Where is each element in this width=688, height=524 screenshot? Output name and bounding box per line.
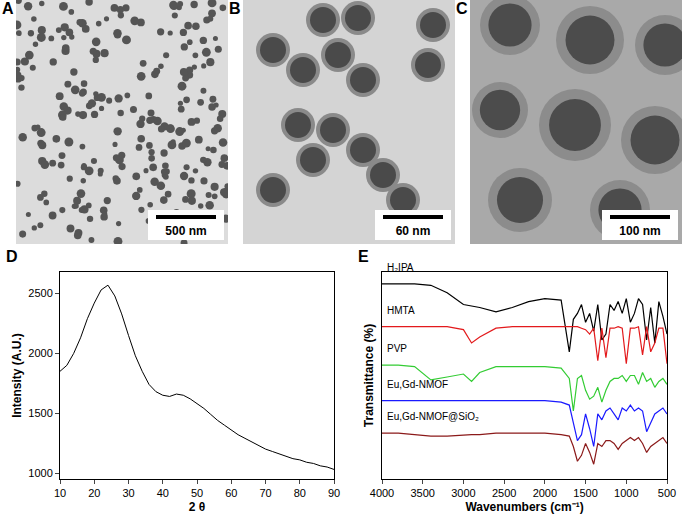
svg-text:60 nm: 60 nm [396, 224, 431, 238]
svg-text:3000: 3000 [451, 487, 475, 499]
svg-text:1000: 1000 [614, 487, 638, 499]
svg-text:Eu,Gd-NMOF: Eu,Gd-NMOF [387, 379, 448, 390]
html-text:B: B [229, 0, 241, 17]
html-text:A: A [2, 0, 14, 17]
svg-text:3500: 3500 [410, 487, 434, 499]
svg-text:2500: 2500 [492, 487, 516, 499]
svg-text:100 nm: 100 nm [619, 224, 660, 238]
svg-text:2 θ: 2 θ [189, 500, 206, 514]
svg-text:Eu,Gd-NMOF@SiO₂: Eu,Gd-NMOF@SiO₂ [387, 411, 479, 422]
html-text:C: C [456, 0, 468, 17]
svg-text:30: 30 [122, 487, 134, 499]
svg-text:1500: 1500 [573, 487, 597, 499]
svg-text:Transmittance (%): Transmittance (%) [362, 324, 376, 427]
svg-text:H₂IPA: H₂IPA [387, 262, 414, 273]
svg-text:Wavenumbers (cm⁻¹): Wavenumbers (cm⁻¹) [465, 500, 583, 514]
svg-text:10: 10 [54, 487, 66, 499]
svg-text:80: 80 [294, 487, 306, 499]
svg-text:500 nm: 500 nm [165, 224, 206, 238]
svg-text:2000: 2000 [533, 487, 557, 499]
svg-text:60: 60 [225, 487, 237, 499]
svg-text:2500: 2500 [28, 287, 52, 299]
svg-text:20: 20 [88, 487, 100, 499]
svg-text:1000: 1000 [28, 467, 52, 479]
svg-text:PVP: PVP [387, 343, 407, 354]
svg-text:50: 50 [191, 487, 203, 499]
svg-text:90: 90 [328, 487, 340, 499]
svg-text:40: 40 [157, 487, 169, 499]
svg-text:4000: 4000 [370, 487, 394, 499]
html-text:E: E [358, 248, 369, 265]
svg-text:Intensity (A.U.): Intensity (A.U.) [10, 333, 24, 418]
svg-text:500: 500 [658, 487, 676, 499]
html-text:D: D [6, 248, 18, 265]
svg-text:70: 70 [259, 487, 271, 499]
svg-text:2000: 2000 [28, 347, 52, 359]
svg-text:HMTA: HMTA [387, 305, 415, 316]
svg-text:1500: 1500 [28, 407, 52, 419]
